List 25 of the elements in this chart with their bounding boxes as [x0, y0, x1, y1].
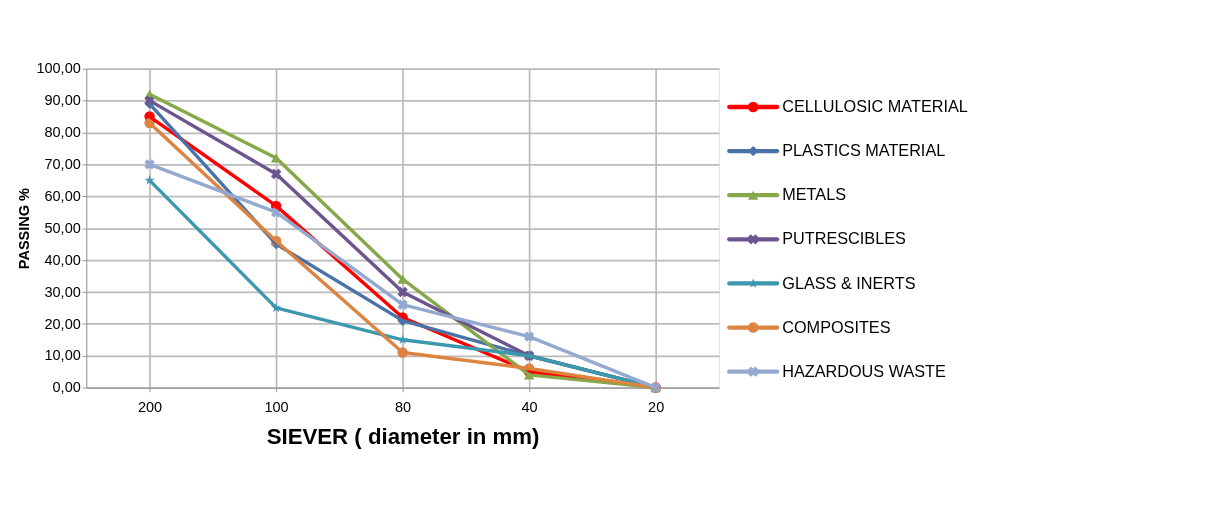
x-tick-label: 200 — [137, 398, 163, 415]
y-tick-label: 30,00 — [44, 283, 81, 300]
y-axis-title: PASSING % — [16, 187, 33, 270]
x-tick-label: 100 — [264, 398, 289, 415]
y-tick-label: 0,00 — [52, 379, 81, 396]
legend-label: CELLULOSIC MATERIAL — [782, 97, 968, 116]
legend-label: GLASS & INERTS — [782, 273, 916, 292]
legend-label: METALS — [782, 185, 847, 204]
x-tick-label: 80 — [395, 398, 412, 415]
x-tick-label: 40 — [521, 398, 538, 415]
legend-label: PUTRESCIBLES — [782, 229, 907, 248]
y-tick-label: 20,00 — [44, 315, 81, 332]
y-tick-label: 60,00 — [44, 188, 81, 204]
y-tick-label: 70,00 — [44, 156, 81, 173]
y-tick-label: 10,00 — [44, 347, 81, 364]
y-tick-label: 50,00 — [44, 219, 81, 236]
legend-label: PLASTICS MATERIAL — [782, 141, 946, 160]
y-tick-label: 100,00 — [36, 60, 81, 77]
y-tick-label: 90,00 — [44, 92, 81, 109]
y-tick-label: 80,00 — [44, 124, 81, 141]
x-tick-label: 20 — [648, 398, 665, 415]
legend-label: HAZARDOUS WASTE — [782, 361, 946, 380]
legend-label: COMPOSITES — [782, 317, 891, 336]
x-axis-title: SIEVER ( diameter in mm) — [266, 424, 540, 450]
y-tick-label: 40,00 — [44, 251, 81, 268]
